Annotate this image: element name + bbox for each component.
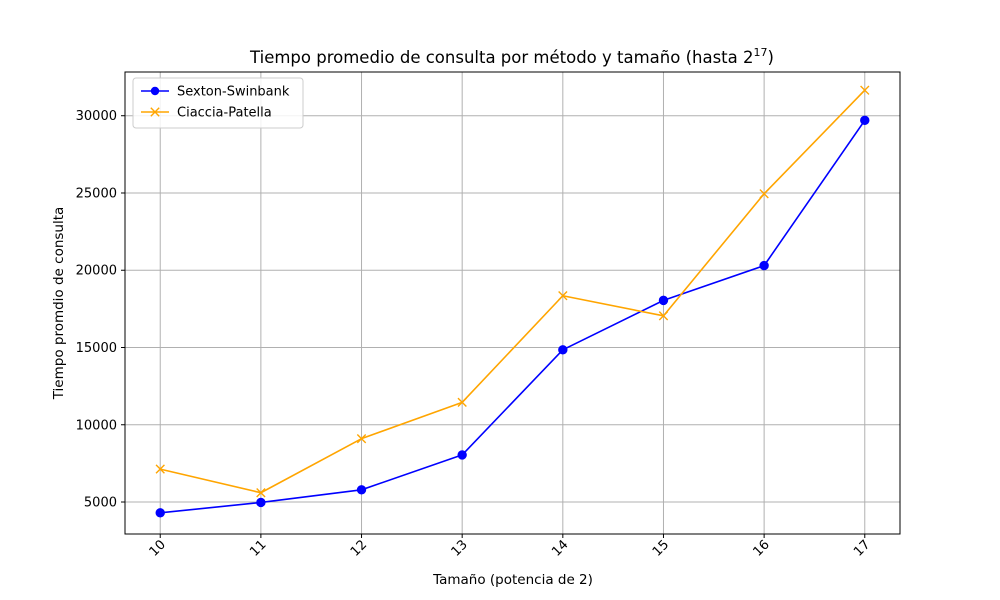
data-point-sexton-swinbank (256, 497, 266, 508)
y-axis-label: Tiempo promdio de consulta (51, 207, 67, 401)
chart-title-close: ) (768, 48, 774, 67)
data-point-sexton-swinbank (759, 260, 769, 271)
data-point-ciaccia-patella (256, 488, 266, 498)
legend-marker-ciaccia-patella (150, 107, 160, 117)
y-tick-label: 10000 (76, 418, 117, 433)
data-point-ciaccia-patella (658, 311, 669, 321)
legend-label-sexton-swinbank: Sexton-Swinbank (177, 85, 290, 100)
legend-label-ciaccia-patella: Ciaccia-Patella (177, 106, 272, 121)
data-point-sexton-swinbank (155, 508, 165, 518)
chart-title-main: Tiempo promedio de consulta por método y… (249, 48, 753, 67)
legend-marker-sexton-swinbank (150, 86, 160, 96)
y-tick-label: 25000 (76, 186, 117, 201)
chart-title: Tiempo promedio de consulta por método y… (249, 46, 774, 67)
y-tick-label: 20000 (76, 264, 117, 279)
x-axis-label: Tamaño (potencia de 2) (432, 572, 593, 588)
data-point-ciaccia-patella (356, 433, 367, 444)
y-tick-label: 30000 (76, 109, 117, 124)
legend-box (132, 77, 304, 129)
data-point-ciaccia-patella (860, 85, 870, 95)
series-line-ciaccia-patella (160, 89, 866, 494)
y-axis: 5000 10000 15000 20000 25000 30000 (76, 109, 125, 511)
data-point-sexton-swinbank (457, 450, 467, 460)
chart-title-exponent: 17 (754, 46, 768, 59)
grid (125, 72, 900, 534)
series-layer (155, 85, 870, 518)
series-sexton-swinbank (155, 115, 870, 518)
data-point-sexton-swinbank (860, 115, 870, 126)
data-point-ciaccia-patella (457, 397, 467, 408)
data-point-sexton-swinbank (658, 295, 669, 306)
data-point-sexton-swinbank (558, 345, 568, 355)
data-point-ciaccia-patella (759, 189, 769, 199)
y-tick-label: 15000 (76, 341, 117, 356)
series-line-sexton-swinbank (160, 119, 866, 514)
series-ciaccia-patella (155, 85, 870, 498)
plot-area-frame (124, 71, 901, 535)
data-point-ciaccia-patella (558, 291, 568, 301)
y-tick-label: 5000 (84, 496, 117, 511)
legend: Sexton-Swinbank Ciaccia-Patella (132, 77, 304, 129)
data-point-ciaccia-patella (155, 464, 165, 474)
data-point-sexton-swinbank (356, 485, 367, 495)
